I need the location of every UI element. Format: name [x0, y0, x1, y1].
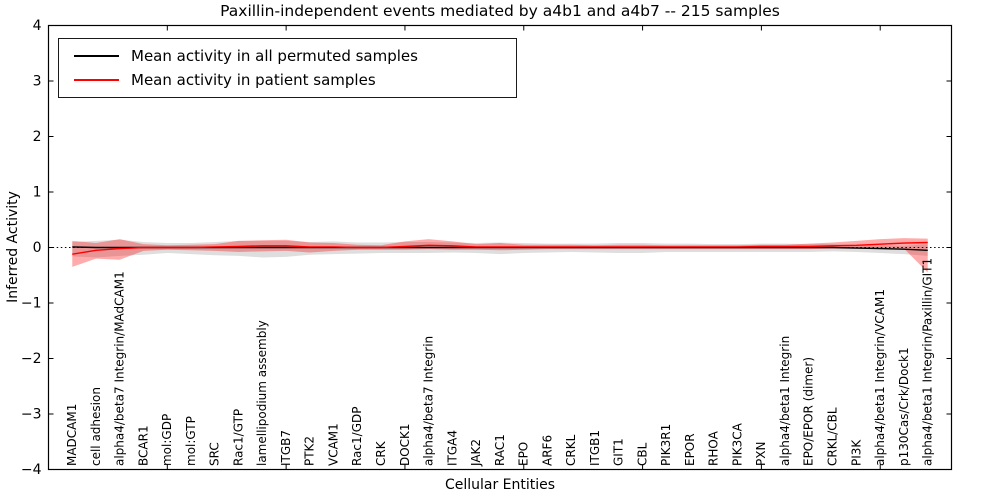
x-axis-label: Cellular Entities [444, 477, 556, 493]
x-tick-label: ARF6 [540, 435, 554, 466]
legend-label-permuted: Mean activity in all permuted samples [131, 47, 418, 65]
legend: Mean activity in all permuted samples Me… [58, 38, 517, 98]
y-tick-label: 2 [33, 129, 42, 145]
x-tick-label: EPOR [683, 433, 697, 466]
y-tick-label: −2 [21, 351, 42, 367]
x-tick-label: JAK2 [469, 439, 483, 467]
x-tick-label: cell adhesion [89, 387, 103, 466]
chart-title: Paxillin-independent events mediated by … [220, 2, 780, 20]
x-tick-label: GIT1 [612, 438, 626, 466]
x-tick-label: alpha4/beta1 Integrin/Paxillin/GIT1 [921, 258, 935, 466]
x-tick-label: lamellipodium assembly [255, 320, 269, 466]
x-tick-label: CRKL [564, 434, 578, 466]
x-tick-label: Rac1/GTP [231, 409, 245, 466]
x-tick-label: PIK3R1 [659, 424, 673, 466]
legend-item-patient: Mean activity in patient samples [74, 71, 516, 89]
x-tick-label: MADCAM1 [65, 404, 79, 466]
x-tick-label: EPO/EPOR (dimer) [802, 357, 816, 466]
y-tick-label: 3 [33, 74, 42, 90]
x-tick-label: PXN [754, 442, 768, 466]
y-tick-label: 1 [33, 185, 42, 201]
x-tick-label: RHOA [707, 430, 721, 466]
x-tick-label: alpha4/beta1 Integrin [778, 336, 792, 466]
y-tick-label: 4 [33, 18, 42, 34]
y-tick-label: −1 [21, 296, 42, 312]
x-tick-label: PI3K [849, 439, 863, 466]
x-tick-label: alpha4/beta7 Integrin [422, 336, 436, 466]
patient-mean-line [72, 241, 928, 255]
permuted-confidence-band [72, 239, 928, 258]
x-tick-label: mol:GDP [160, 414, 174, 466]
y-axis-label: Inferred Activity [5, 191, 21, 303]
x-tick-label: BCAR1 [136, 425, 150, 466]
x-tick-label: DOCK1 [398, 423, 412, 466]
x-tick-label: mol:GTP [184, 416, 198, 466]
x-tick-label: alpha4/beta7 Integrin/MAdCAM1 [113, 271, 127, 466]
x-tick-label: ITGB1 [588, 430, 602, 466]
x-tick-label: alpha4/beta1 Integrin/VCAM1 [873, 289, 887, 466]
y-tick-label: −4 [21, 462, 42, 478]
x-tick-label: CBL [635, 442, 649, 466]
x-tick-label: CRKL/CBL [826, 407, 840, 466]
x-tick-label: p130Cas/Crk/Dock1 [897, 347, 911, 466]
x-tick-label: RAC1 [493, 434, 507, 466]
legend-item-permuted: Mean activity in all permuted samples [74, 47, 516, 65]
x-tick-label: EPO [517, 442, 531, 466]
axes-frame [47, 24, 953, 471]
x-tick-label: ITGA4 [445, 430, 459, 466]
legend-line-patient-icon [74, 79, 119, 81]
y-tick-label: −3 [21, 407, 42, 423]
x-tick-label: PIK3CA [730, 422, 744, 466]
x-tick-label: ITGB7 [279, 430, 293, 466]
x-tick-label: VCAM1 [326, 423, 340, 466]
x-tick-label: SRC [208, 442, 222, 466]
legend-line-permuted-icon [74, 55, 119, 57]
x-tick-label: PTK2 [303, 436, 317, 466]
y-tick-label: 0 [33, 240, 42, 256]
x-tick-label: CRK [374, 440, 388, 466]
legend-label-patient: Mean activity in patient samples [131, 71, 376, 89]
x-tick-label: Rac1/GDP [350, 407, 364, 466]
